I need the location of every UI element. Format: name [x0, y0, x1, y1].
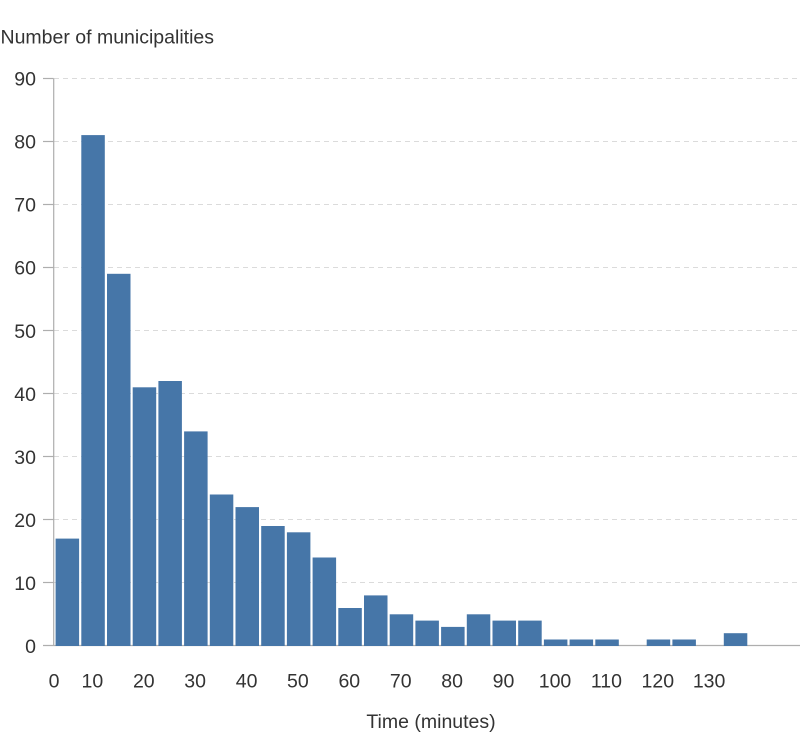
svg-text:80: 80 — [14, 132, 36, 154]
svg-text:10: 10 — [14, 573, 36, 595]
svg-text:130: 130 — [693, 671, 726, 693]
svg-text:90: 90 — [493, 671, 515, 693]
svg-text:20: 20 — [133, 671, 155, 693]
svg-text:110: 110 — [591, 671, 622, 693]
svg-text:0: 0 — [25, 636, 36, 658]
svg-text:50: 50 — [14, 321, 36, 343]
svg-text:70: 70 — [390, 671, 412, 693]
svg-text:70: 70 — [14, 195, 36, 217]
svg-text:120: 120 — [642, 671, 675, 693]
svg-text:20: 20 — [14, 510, 36, 532]
svg-text:60: 60 — [338, 671, 360, 693]
svg-text:Time (minutes): Time (minutes) — [366, 711, 495, 733]
svg-text:0: 0 — [49, 671, 60, 693]
svg-text:40: 40 — [14, 384, 36, 406]
svg-text:30: 30 — [14, 447, 36, 469]
svg-text:Number of municipalities: Number of municipalities — [1, 26, 215, 48]
svg-text:50: 50 — [287, 671, 309, 693]
svg-text:90: 90 — [14, 69, 36, 91]
svg-text:10: 10 — [82, 671, 104, 693]
svg-text:80: 80 — [441, 671, 463, 693]
svg-text:100: 100 — [539, 671, 572, 693]
svg-text:40: 40 — [236, 671, 258, 693]
svg-text:30: 30 — [184, 671, 206, 693]
svg-text:60: 60 — [14, 258, 36, 280]
